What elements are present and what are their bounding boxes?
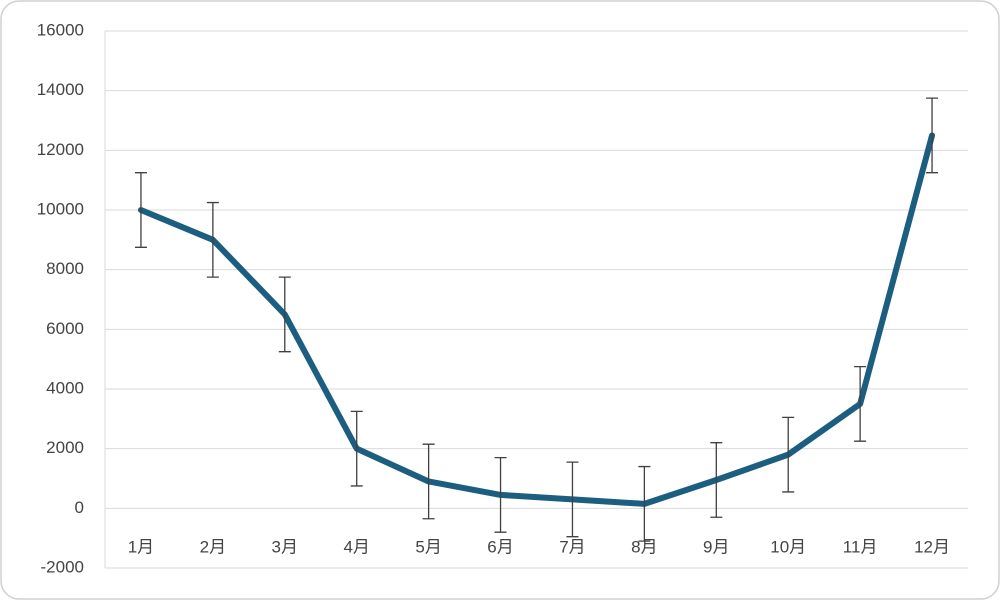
x-tick-label: 4月 (343, 537, 369, 556)
error-bar (710, 442, 723, 518)
error-bar (278, 276, 291, 353)
y-tick-label: -2000 (41, 557, 84, 576)
y-tick-label: 8000 (46, 259, 84, 278)
error-bar (494, 456, 507, 533)
error-bar (854, 365, 867, 442)
x-tick-label: 7月 (559, 537, 585, 556)
x-tick-label: 6月 (487, 537, 513, 556)
y-tick-label: 10000 (37, 199, 84, 218)
y-tick-label: 2000 (46, 438, 84, 457)
error-bar (134, 172, 147, 248)
x-tick-label: 10月 (770, 537, 806, 556)
y-tick-label: 0 (75, 498, 84, 517)
x-tick-label: 12月 (914, 537, 950, 556)
y-tick-label: 12000 (37, 140, 84, 159)
x-tick-label: 8月 (631, 537, 657, 556)
y-tick-label: 6000 (46, 319, 84, 338)
line (137, 132, 936, 507)
y-tick-label: 14000 (37, 80, 84, 99)
error-bar (638, 465, 651, 542)
error-bar (350, 410, 363, 487)
error-bar (206, 201, 219, 278)
x-tick-label: 3月 (272, 537, 298, 556)
error-bar (782, 416, 795, 493)
error-bar (566, 461, 579, 538)
x-tick-label: 2月 (200, 537, 226, 556)
x-tick-label: 5月 (415, 537, 441, 556)
x-tick-label: 11月 (843, 537, 878, 556)
y-tick-label: 16000 (37, 20, 84, 39)
error-bar (422, 443, 435, 520)
y-tick-label: 4000 (46, 378, 84, 397)
x-tick-label: 1月 (128, 537, 154, 556)
x-tick-label: 9月 (703, 537, 729, 556)
error-bar (926, 97, 939, 174)
